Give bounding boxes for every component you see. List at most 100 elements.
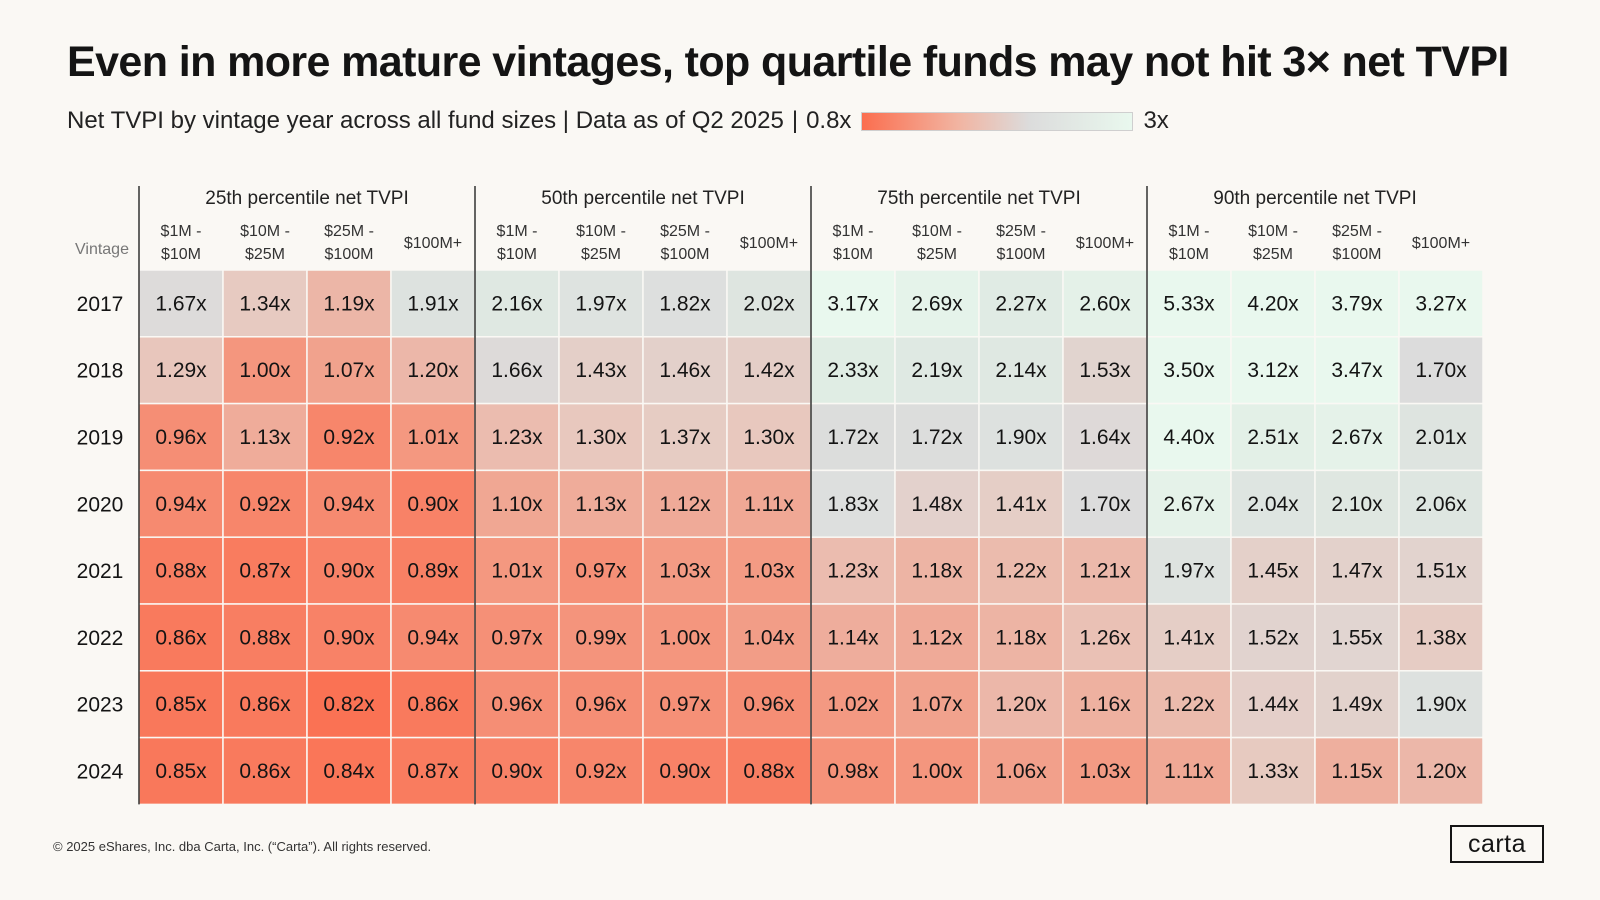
cell-value-label: 4.20x [1247, 292, 1299, 315]
cell-value-label: 1.72x [911, 426, 963, 449]
cell-value-label: 0.96x [491, 693, 543, 716]
cell-value-label: 2.60x [1079, 292, 1131, 315]
heatmap-cell [390, 336, 476, 405]
heatmap-cell [222, 536, 308, 605]
cell-value-label: 0.86x [239, 693, 291, 716]
column-header: $25M [917, 246, 957, 263]
cell-value-label: 1.12x [659, 493, 711, 516]
column-header: $10M [1169, 246, 1209, 263]
cell-value-label: 1.11x [744, 493, 794, 516]
column-header: $25M - [1332, 223, 1382, 240]
cell-value-label: 0.85x [155, 760, 207, 783]
cell-value-label: 1.12x [911, 626, 963, 649]
heatmap-cell [894, 536, 980, 605]
cell-value-label: 1.67x [155, 292, 207, 315]
cell-value-label: 1.49x [1331, 693, 1383, 716]
cell-value-label: 1.18x [911, 560, 963, 583]
column-header: $100M+ [1412, 235, 1470, 252]
cell-value-label: 1.11x [1164, 760, 1214, 783]
heatmap-cell [306, 269, 392, 338]
heatmap-cell [726, 536, 812, 605]
cell-value-label: 2.06x [1415, 493, 1467, 516]
cell-value-label: 0.88x [155, 560, 207, 583]
heatmap-cell [390, 402, 476, 472]
cell-value-label: 1.64x [1079, 426, 1131, 449]
heatmap-cell [642, 402, 728, 472]
cell-value-label: 0.84x [323, 760, 375, 783]
cell-value-label: 1.16x [1079, 693, 1131, 716]
cell-value-label: 3.50x [1163, 359, 1215, 382]
cell-value-label: 1.26x [1079, 626, 1131, 649]
cell-value-label: 0.90x [323, 626, 375, 649]
heatmap-cell [894, 736, 980, 806]
heatmap-cell [1314, 469, 1400, 538]
column-header: $1M - [497, 223, 538, 240]
cell-value-label: 1.13x [239, 426, 291, 449]
page-title: Even in more mature vintages, top quarti… [67, 38, 1509, 86]
column-header: $25M [1253, 246, 1293, 263]
heatmap-cell [306, 736, 392, 806]
cell-value-label: 0.88x [743, 760, 795, 783]
cell-value-label: 1.29x [155, 359, 207, 382]
cell-value-label: 1.53x [1079, 359, 1131, 382]
cell-value-label: 0.98x [827, 760, 879, 783]
cell-value-label: 1.30x [575, 426, 627, 449]
cell-value-label: 1.43x [575, 359, 627, 382]
heatmap-cell [390, 536, 476, 605]
heatmap-cell [474, 736, 560, 806]
cell-value-label: 1.41x [995, 493, 1047, 516]
cell-value-label: 0.90x [491, 760, 543, 783]
cell-value-label: 0.99x [575, 626, 627, 649]
heatmap-cell [138, 469, 224, 538]
cell-value-label: 3.27x [1415, 292, 1467, 315]
cell-value-label: 0.97x [575, 560, 627, 583]
cell-value-label: 1.41x [1163, 626, 1215, 649]
heatmap-cell [138, 536, 224, 605]
heatmap-cell [1146, 402, 1232, 472]
column-header: $100M [325, 246, 374, 263]
column-header: $25M [245, 246, 285, 263]
cell-value-label: 1.83x [827, 493, 879, 516]
heatmap-cell [1398, 469, 1484, 538]
cell-value-label: 0.87x [239, 560, 291, 583]
cell-value-label: 2.01x [1415, 426, 1467, 449]
heatmap-cell [642, 670, 728, 739]
cell-value-label: 0.97x [491, 626, 543, 649]
cell-value-label: 1.33x [1247, 760, 1299, 783]
heatmap-cell [558, 402, 644, 472]
cell-value-label: 3.79x [1331, 292, 1383, 315]
cell-value-label: 1.51x [1415, 560, 1467, 583]
cell-value-label: 1.34x [239, 292, 291, 315]
cell-value-label: 1.20x [995, 693, 1047, 716]
cell-value-label: 1.46x [659, 359, 711, 382]
heatmap-cell [306, 402, 392, 472]
heatmap-cell [1146, 670, 1232, 739]
cell-value-label: 0.86x [239, 760, 291, 783]
cell-value-label: 1.72x [827, 426, 879, 449]
heatmap-cell [1314, 402, 1400, 472]
cell-value-label: 2.67x [1163, 493, 1215, 516]
cell-value-label: 5.33x [1163, 292, 1215, 315]
cell-value-label: 2.51x [1247, 426, 1299, 449]
cell-value-label: 1.19x [323, 292, 375, 315]
column-header: $10M - [1248, 223, 1298, 240]
cell-value-label: 2.16x [491, 292, 543, 315]
heatmap-cell [558, 336, 644, 405]
cell-value-label: 0.89x [407, 560, 459, 583]
row-label-2022: 2022 [77, 627, 124, 650]
heatmap-cell [222, 336, 308, 405]
heatmap-cell [222, 670, 308, 739]
heatmap-cell [1230, 469, 1316, 538]
cell-value-label: 1.07x [911, 693, 963, 716]
heatmap-cell [222, 603, 308, 672]
column-header: $100M+ [740, 235, 798, 252]
column-header: $100M+ [404, 235, 462, 252]
heatmap-cell [726, 603, 812, 672]
color-scale-legend [861, 111, 1134, 131]
heatmap-cell [642, 469, 728, 538]
heatmap-cell [1146, 269, 1232, 338]
cell-value-label: 1.82x [659, 292, 711, 315]
column-header: $25M [581, 246, 621, 263]
column-header: $100M+ [1076, 235, 1134, 252]
